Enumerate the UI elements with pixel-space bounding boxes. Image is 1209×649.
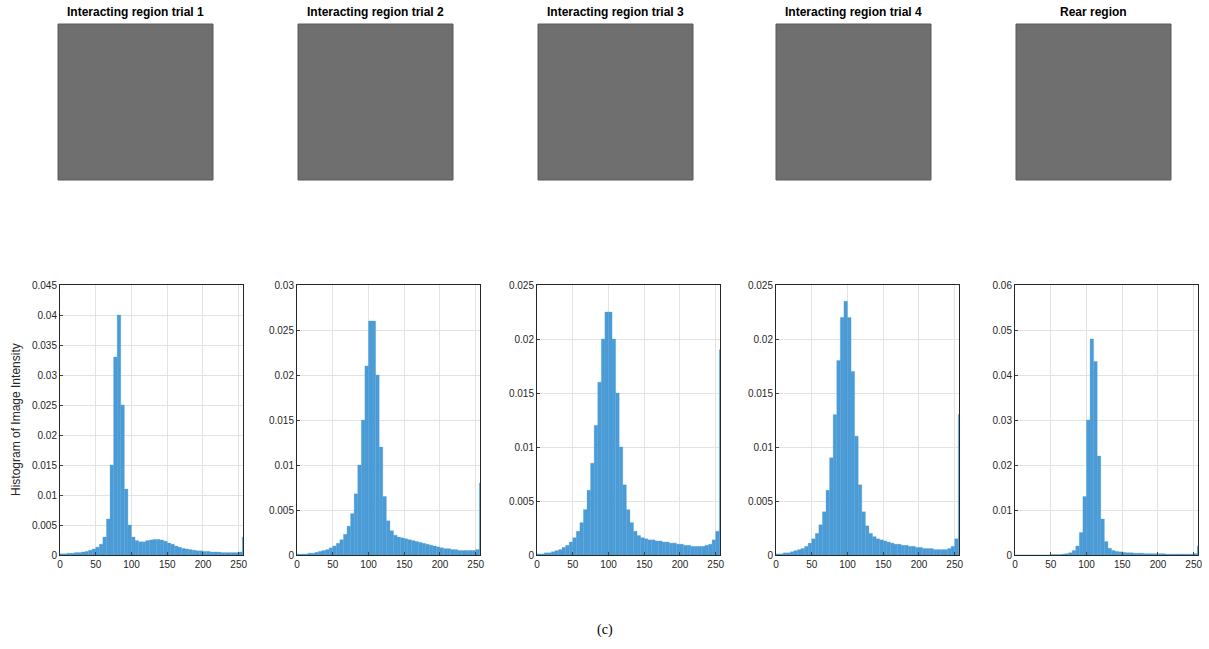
svg-text:0.025: 0.025	[269, 325, 294, 336]
svg-text:0: 0	[288, 550, 294, 561]
svg-text:0.04: 0.04	[38, 310, 58, 321]
svg-text:200: 200	[911, 559, 928, 570]
svg-text:0: 0	[51, 550, 57, 561]
svg-text:0.02: 0.02	[515, 334, 535, 345]
svg-text:250: 250	[467, 559, 484, 570]
svg-text:0.04: 0.04	[993, 370, 1013, 381]
svg-text:0: 0	[57, 559, 63, 570]
svg-text:0.01: 0.01	[754, 442, 774, 453]
svg-text:0.02: 0.02	[275, 370, 295, 381]
svg-text:0: 0	[1006, 550, 1012, 561]
svg-text:250: 250	[230, 559, 247, 570]
svg-text:150: 150	[159, 559, 176, 570]
svg-text:150: 150	[1114, 559, 1131, 570]
svg-text:0.06: 0.06	[993, 280, 1013, 291]
svg-text:150: 150	[636, 559, 653, 570]
svg-text:Histogram of Image Intensity: Histogram of Image Intensity	[9, 343, 23, 496]
svg-text:100: 100	[1078, 559, 1095, 570]
svg-text:0.03: 0.03	[275, 280, 295, 291]
svg-text:100: 100	[839, 559, 856, 570]
svg-text:0.01: 0.01	[38, 490, 58, 501]
svg-text:50: 50	[1045, 559, 1057, 570]
svg-text:0.005: 0.005	[269, 505, 294, 516]
svg-text:0.01: 0.01	[515, 442, 535, 453]
svg-text:200: 200	[672, 559, 689, 570]
svg-text:0.025: 0.025	[748, 280, 773, 291]
svg-text:250: 250	[1185, 559, 1202, 570]
svg-text:100: 100	[360, 559, 377, 570]
svg-text:0: 0	[1012, 559, 1018, 570]
svg-text:0: 0	[534, 559, 540, 570]
svg-text:0: 0	[767, 550, 773, 561]
svg-text:0.03: 0.03	[38, 370, 58, 381]
svg-text:Interacting region trial 2: Interacting region trial 2	[307, 5, 444, 19]
svg-text:0.02: 0.02	[993, 460, 1013, 471]
svg-text:0.025: 0.025	[509, 280, 534, 291]
svg-text:0.01: 0.01	[993, 505, 1013, 516]
svg-text:Interacting region trial 4: Interacting region trial 4	[785, 5, 922, 19]
svg-text:100: 100	[123, 559, 140, 570]
svg-text:0.035: 0.035	[32, 340, 57, 351]
svg-text:Rear region: Rear region	[1060, 5, 1127, 19]
svg-text:0.005: 0.005	[748, 496, 773, 507]
svg-text:Interacting region trial 1: Interacting region trial 1	[67, 5, 204, 19]
svg-text:200: 200	[195, 559, 212, 570]
svg-text:200: 200	[1150, 559, 1167, 570]
svg-text:0: 0	[773, 559, 779, 570]
svg-text:0.025: 0.025	[32, 400, 57, 411]
svg-text:0.015: 0.015	[32, 460, 57, 471]
svg-text:50: 50	[567, 559, 579, 570]
svg-text:0.005: 0.005	[509, 496, 534, 507]
svg-text:0.005: 0.005	[32, 520, 57, 531]
svg-text:0.015: 0.015	[269, 415, 294, 426]
svg-text:0.05: 0.05	[993, 325, 1013, 336]
svg-text:0.045: 0.045	[32, 280, 57, 291]
svg-text:0.015: 0.015	[509, 388, 534, 399]
svg-text:250: 250	[707, 559, 724, 570]
svg-text:0.01: 0.01	[275, 460, 295, 471]
svg-text:0.015: 0.015	[748, 388, 773, 399]
svg-text:150: 150	[875, 559, 892, 570]
svg-text:50: 50	[90, 559, 102, 570]
svg-text:200: 200	[432, 559, 449, 570]
svg-text:100: 100	[600, 559, 617, 570]
svg-text:150: 150	[396, 559, 413, 570]
svg-text:250: 250	[946, 559, 963, 570]
svg-text:0.03: 0.03	[993, 415, 1013, 426]
svg-text:Interacting region trial 3: Interacting region trial 3	[547, 5, 684, 19]
svg-text:0: 0	[528, 550, 534, 561]
svg-text:0.02: 0.02	[38, 430, 58, 441]
svg-text:0: 0	[294, 559, 300, 570]
svg-text:(c): (c)	[597, 622, 613, 638]
svg-text:0.02: 0.02	[754, 334, 774, 345]
svg-text:50: 50	[806, 559, 818, 570]
svg-text:50: 50	[327, 559, 339, 570]
